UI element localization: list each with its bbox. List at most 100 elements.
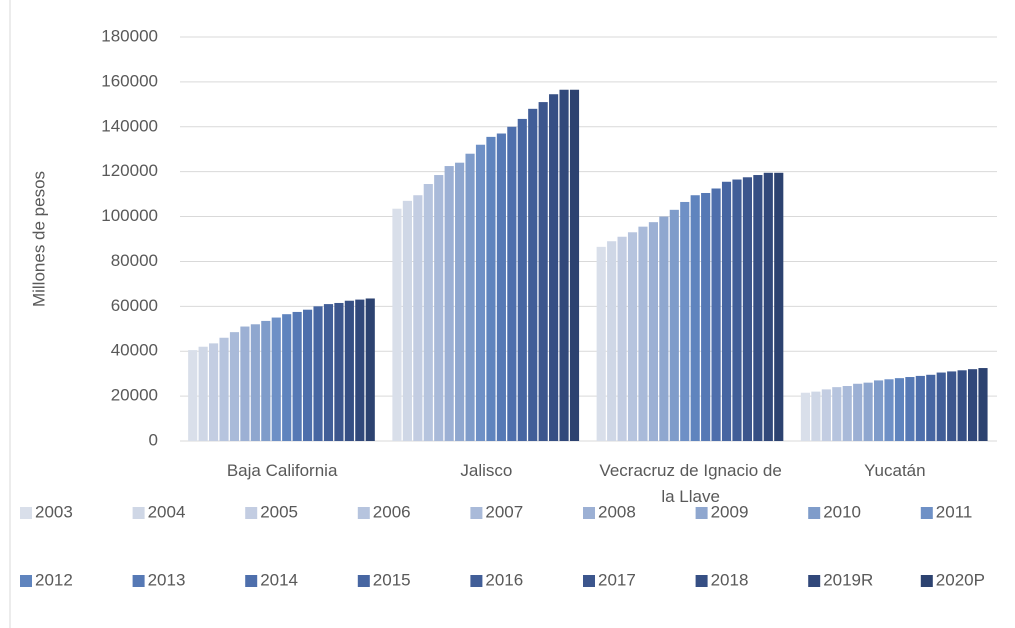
bar	[811, 391, 821, 441]
legend-label: 2013	[148, 570, 186, 589]
y-tick-label: 0	[149, 430, 158, 449]
bar	[455, 162, 465, 441]
legend-swatch	[920, 507, 933, 519]
legend-label: 2016	[485, 570, 523, 589]
y-tick-label: 100000	[101, 206, 158, 225]
bar	[669, 209, 679, 441]
legend-swatch	[470, 575, 483, 587]
legend-label: 2019R	[823, 570, 873, 589]
bar	[392, 208, 402, 441]
bar	[894, 378, 905, 441]
bar	[648, 222, 658, 441]
y-tick-label: 40000	[111, 341, 158, 360]
bar	[732, 179, 742, 441]
bar	[188, 350, 198, 441]
legend-label: 2008	[598, 502, 636, 521]
bar	[617, 236, 627, 441]
bar	[303, 309, 313, 441]
x-tick-label: Vecracruz de Ignacio de la Llave	[599, 461, 782, 506]
bar	[323, 304, 334, 441]
bar	[486, 136, 496, 441]
bar	[842, 386, 852, 441]
legend-swatch	[583, 575, 595, 587]
legend-swatch	[808, 507, 821, 519]
bar	[538, 102, 548, 441]
bar	[334, 302, 344, 441]
bar	[967, 369, 978, 441]
bar	[800, 392, 811, 441]
bar	[721, 181, 732, 441]
bar	[607, 241, 617, 441]
legend-label: 2006	[373, 502, 411, 521]
bar	[763, 172, 773, 442]
bar	[821, 389, 831, 441]
legend-label: 2003	[35, 502, 73, 521]
bar	[659, 216, 669, 441]
legend-label: 2012	[35, 570, 73, 589]
legend-label: 2020P	[936, 570, 985, 589]
bar	[365, 298, 375, 441]
bar	[742, 177, 752, 441]
bar	[413, 195, 423, 441]
bar	[711, 188, 721, 441]
legend-swatch	[583, 507, 595, 519]
bar	[229, 332, 240, 441]
bar	[596, 246, 606, 441]
legend-swatch	[20, 575, 32, 587]
bar	[549, 94, 559, 441]
legend-swatch	[695, 507, 708, 519]
bar	[465, 153, 475, 441]
legend-swatch	[920, 575, 933, 587]
y-tick-label: 60000	[111, 296, 158, 315]
y-tick-label: 180000	[101, 26, 158, 45]
y-tick-label: 160000	[101, 71, 158, 90]
legend-swatch	[245, 507, 258, 519]
legend-swatch	[695, 575, 708, 587]
bar	[219, 337, 229, 441]
bar	[905, 377, 915, 441]
bar	[627, 232, 638, 441]
legend-swatch	[470, 507, 483, 519]
bar	[313, 306, 323, 441]
bar	[947, 371, 957, 441]
bar	[559, 89, 569, 441]
bar	[434, 175, 444, 442]
legend-label: 2017	[598, 570, 636, 589]
bar	[753, 175, 763, 442]
bar	[690, 195, 700, 441]
legend-label: 2015	[373, 570, 411, 589]
bar	[507, 126, 517, 442]
bar	[774, 172, 784, 442]
bar	[517, 118, 527, 441]
bar	[250, 324, 260, 441]
legend-swatch	[357, 507, 370, 519]
legend-swatch	[357, 575, 370, 587]
y-tick-label: 20000	[111, 386, 158, 405]
legend-swatch	[245, 575, 258, 587]
legend-label: 2010	[823, 502, 861, 521]
bar	[282, 314, 292, 441]
legend-label: 2007	[485, 502, 523, 521]
bar	[915, 375, 925, 441]
bar	[423, 184, 433, 441]
bar	[978, 368, 988, 441]
bar	[884, 379, 894, 441]
bar	[853, 383, 863, 441]
legend-label: 2009	[711, 502, 749, 521]
bar	[240, 326, 250, 441]
y-tick-label: 120000	[101, 161, 158, 180]
legend-swatch	[20, 507, 32, 519]
bar	[292, 311, 302, 441]
bar	[355, 299, 365, 441]
legend-swatch	[808, 575, 821, 587]
bar	[863, 382, 873, 441]
bar	[475, 144, 486, 441]
y-tick-label: 140000	[101, 116, 158, 135]
bar	[209, 343, 219, 441]
legend-swatch	[132, 507, 145, 519]
bar	[402, 200, 412, 441]
x-tick-label: Baja California	[226, 461, 338, 480]
bar	[271, 317, 281, 441]
